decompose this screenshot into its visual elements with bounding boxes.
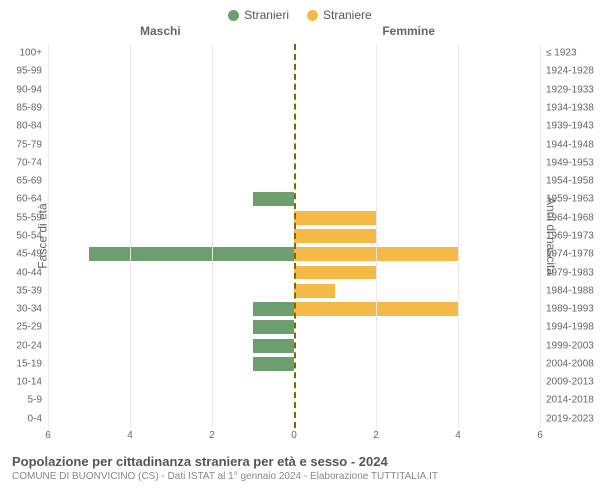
legend: Stranieri Straniere — [0, 0, 600, 24]
age-label: 90-94 — [2, 84, 42, 95]
legend-item-male: Stranieri — [228, 6, 289, 24]
bar-male — [253, 339, 294, 353]
bar-female — [294, 247, 458, 261]
birth-label: 1939-1943 — [546, 121, 600, 132]
chart-container: Stranieri Straniere Maschi Femmine Fasce… — [0, 0, 600, 500]
birth-label: 1969-1973 — [546, 230, 600, 241]
legend-swatch-male-icon — [228, 10, 239, 21]
age-label: 40-44 — [2, 267, 42, 278]
bar-female — [294, 284, 335, 298]
bar-female — [294, 302, 458, 316]
legend-label-female: Straniere — [323, 8, 372, 22]
birth-label: 1949-1953 — [546, 157, 600, 168]
birth-label: 2014-2018 — [546, 395, 600, 406]
birth-label: 1994-1998 — [546, 322, 600, 333]
col-title-male: Maschi — [140, 24, 181, 38]
birth-label: 1999-2003 — [546, 340, 600, 351]
col-title-female: Femmine — [382, 24, 435, 38]
birth-label: 1974-1978 — [546, 249, 600, 260]
plot-area: Fasce di età Anni di nascita 100+≤ 19239… — [48, 44, 540, 428]
birth-label: 1954-1958 — [546, 176, 600, 187]
age-label: 45-49 — [2, 249, 42, 260]
chart-title: Popolazione per cittadinanza straniera p… — [12, 454, 588, 469]
bar-female — [294, 229, 376, 243]
legend-label-male: Stranieri — [244, 8, 289, 22]
x-tick-label: 2 — [209, 430, 215, 441]
bar-male — [253, 192, 294, 206]
x-tick-label: 6 — [537, 430, 543, 441]
age-label: 70-74 — [2, 157, 42, 168]
age-label: 25-29 — [2, 322, 42, 333]
birth-label: 1929-1933 — [546, 84, 600, 95]
bar-female — [294, 266, 376, 280]
x-tick-label: 6 — [45, 430, 51, 441]
bar-male — [253, 320, 294, 334]
age-label: 5-9 — [2, 395, 42, 406]
column-titles: Maschi Femmine — [0, 24, 600, 44]
chart-subtitle: COMUNE DI BUONVICINO (CS) - Dati ISTAT a… — [12, 471, 588, 482]
bar-male — [253, 302, 294, 316]
age-label: 0-4 — [2, 413, 42, 424]
x-tick-label: 4 — [455, 430, 461, 441]
x-tick-label: 0 — [291, 430, 297, 441]
bar-male — [253, 357, 294, 371]
x-tick-label: 2 — [373, 430, 379, 441]
age-label: 75-79 — [2, 139, 42, 150]
birth-label: 1984-1988 — [546, 285, 600, 296]
center-divider — [294, 44, 296, 428]
age-label: 30-34 — [2, 304, 42, 315]
age-label: 50-54 — [2, 230, 42, 241]
x-tick-label: 4 — [127, 430, 133, 441]
birth-label: ≤ 1923 — [546, 48, 600, 59]
birth-label: 1934-1938 — [546, 102, 600, 113]
birth-label: 2019-2023 — [546, 413, 600, 424]
birth-label: 1989-1993 — [546, 304, 600, 315]
age-label: 55-59 — [2, 212, 42, 223]
age-label: 80-84 — [2, 121, 42, 132]
birth-label: 1964-1968 — [546, 212, 600, 223]
legend-item-female: Straniere — [307, 6, 372, 24]
age-label: 15-19 — [2, 358, 42, 369]
birth-label: 2004-2008 — [546, 358, 600, 369]
age-label: 60-64 — [2, 194, 42, 205]
chart-footer: Popolazione per cittadinanza straniera p… — [0, 448, 600, 482]
age-label: 35-39 — [2, 285, 42, 296]
birth-label: 1944-1948 — [546, 139, 600, 150]
age-label: 100+ — [2, 48, 42, 59]
bar-male — [89, 247, 294, 261]
age-label: 10-14 — [2, 377, 42, 388]
x-axis: 2 4 6 0 2 4 6 — [48, 428, 540, 448]
birth-label: 1979-1983 — [546, 267, 600, 278]
age-label: 95-99 — [2, 66, 42, 77]
age-label: 20-24 — [2, 340, 42, 351]
legend-swatch-female-icon — [307, 10, 318, 21]
bar-female — [294, 211, 376, 225]
age-label: 85-89 — [2, 102, 42, 113]
birth-label: 2009-2013 — [546, 377, 600, 388]
age-label: 65-69 — [2, 176, 42, 187]
birth-label: 1959-1963 — [546, 194, 600, 205]
birth-label: 1924-1928 — [546, 66, 600, 77]
